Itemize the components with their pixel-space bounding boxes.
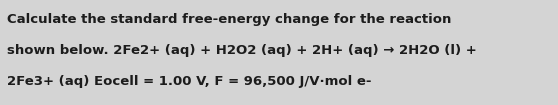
Text: shown below. 2Fe2+ (aq) + H2O2 (aq) + 2H+ (aq) → 2H2O (l) +: shown below. 2Fe2+ (aq) + H2O2 (aq) + 2H… — [7, 44, 477, 57]
Text: 2Fe3+ (aq) Eocell = 1.00 V, F = 96,500 J/V·mol e-: 2Fe3+ (aq) Eocell = 1.00 V, F = 96,500 J… — [7, 75, 372, 88]
Text: Calculate the standard free-energy change for the reaction: Calculate the standard free-energy chang… — [7, 13, 451, 26]
